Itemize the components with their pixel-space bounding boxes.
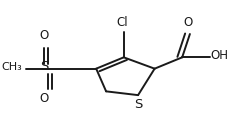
Text: Cl: Cl <box>117 16 128 29</box>
Text: O: O <box>40 92 49 105</box>
Text: O: O <box>40 29 49 42</box>
Text: CH₃: CH₃ <box>2 62 22 72</box>
Text: S: S <box>40 60 48 73</box>
Text: OH: OH <box>211 49 229 62</box>
Text: O: O <box>183 16 192 29</box>
Text: S: S <box>134 98 142 111</box>
